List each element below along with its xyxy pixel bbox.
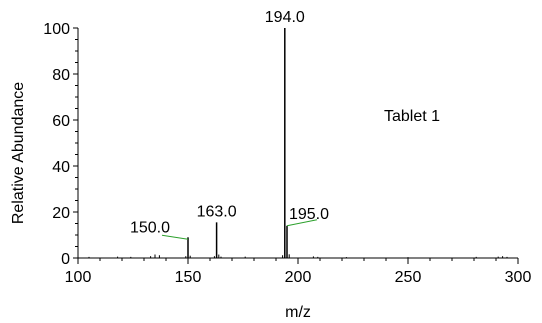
minor-peaks xyxy=(88,254,508,258)
sample-annotation: Tablet 1 xyxy=(384,108,440,125)
peak-label: 163.0 xyxy=(197,203,237,220)
y-tick-label: 60 xyxy=(52,113,70,130)
y-axis-title: Relative Abundance xyxy=(10,82,27,224)
x-tick-label: 150 xyxy=(175,269,202,286)
x-tick-label: 100 xyxy=(65,269,92,286)
major-peaks: 194.0 163.0 150.0 195.0 xyxy=(130,9,329,258)
y-tick-label: 20 xyxy=(52,205,70,222)
peak-label: 195.0 xyxy=(289,206,329,223)
tick-labels: 0 20 40 60 80 100 100 150 200 250 300 xyxy=(43,21,531,286)
x-tick-label: 250 xyxy=(395,269,422,286)
peak-label: 150.0 xyxy=(130,219,170,236)
peak-label: 194.0 xyxy=(265,9,305,26)
x-axis-title: m/z xyxy=(285,304,311,321)
y-tick-label: 80 xyxy=(52,67,70,84)
x-tick-label: 300 xyxy=(505,269,532,286)
peak-callout-line xyxy=(286,219,318,227)
y-tick-label: 100 xyxy=(43,21,70,38)
x-tick-label: 200 xyxy=(285,269,312,286)
y-tick-label: 40 xyxy=(52,159,70,176)
y-tick-label: 0 xyxy=(61,251,70,268)
peak-callout-line xyxy=(161,234,189,240)
